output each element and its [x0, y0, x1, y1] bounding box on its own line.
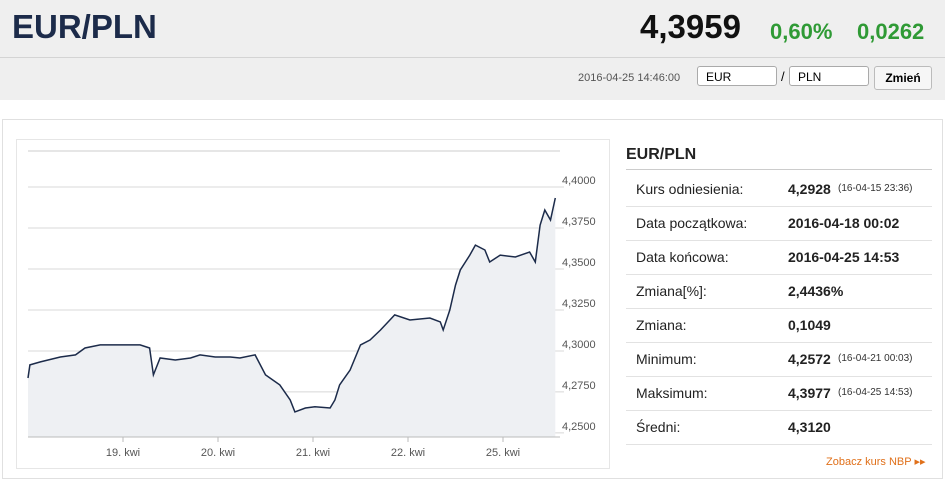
info-row: Zmiana: 0,1049: [626, 308, 932, 343]
chart-frame: [16, 139, 610, 469]
info-row: Maksimum: 4,3977 (16-04-25 14:53): [626, 376, 932, 411]
info-value: 0,1049: [788, 317, 831, 333]
info-title: EUR/PLN: [626, 146, 697, 163]
rate: 4,3959: [640, 8, 741, 45]
info-value: 4,2572: [788, 351, 831, 367]
y-tick-label: 4,2750: [562, 380, 596, 392]
nbp-link[interactable]: Zobacz kurs NBP ▸▸: [826, 456, 926, 468]
info-label: Minimum:: [636, 351, 697, 367]
info-label: Zmiana:: [636, 317, 687, 333]
info-underline: [626, 169, 932, 170]
x-tick-label: 20. kwi: [201, 447, 235, 459]
change-button[interactable]: Zmień: [874, 66, 932, 90]
y-tick-label: 4,2500: [562, 421, 596, 433]
info-row: Kurs odniesienia: 4,2928 (16-04-15 23:36): [626, 172, 932, 207]
info-value: 4,2928: [788, 181, 831, 197]
info-value: 4,3977: [788, 385, 831, 401]
info-value: 2016-04-25 14:53: [788, 249, 900, 265]
y-tick-label: 4,3750: [562, 216, 596, 228]
change-pct: 0,60%: [770, 19, 833, 44]
y-tick-label: 4,3000: [562, 339, 596, 351]
info-value: 2016-04-18 00:02: [788, 215, 900, 231]
info-row: Data końcowa: 2016-04-25 14:53: [626, 240, 932, 275]
info-row: Minimum: 4,2572 (16-04-21 00:03): [626, 342, 932, 377]
info-note: (16-04-15 23:36): [838, 183, 913, 194]
y-tick-label: 4,3500: [562, 257, 596, 269]
x-tick-label: 19. kwi: [106, 447, 140, 459]
info-note: (16-04-25 14:53): [838, 387, 913, 398]
info-label: Średni:: [636, 419, 681, 435]
info-label: Kurs odniesienia:: [636, 181, 744, 197]
from-select[interactable]: EUR: [697, 66, 777, 86]
separator: [0, 57, 945, 58]
info-row: Data początkowa: 2016-04-18 00:02: [626, 206, 932, 241]
info-label: Data początkowa:: [636, 215, 748, 231]
timestamp: 2016-04-25 14:46:00: [578, 72, 681, 84]
info-value: 4,3120: [788, 419, 831, 435]
y-tick-label: 4,4000: [562, 175, 596, 187]
link-text[interactable]: Zobacz kurs NBP: [826, 456, 912, 468]
pair-title: EUR/PLN: [12, 8, 157, 45]
info-row: Zmiana[%]: 2,4436%: [626, 274, 932, 309]
change: 0,0262: [857, 19, 925, 44]
x-tick-label: 25. kwi: [486, 447, 520, 459]
x-tick-label: 22. kwi: [391, 447, 425, 459]
info-label: Zmiana[%]:: [636, 283, 707, 299]
info-value: 2,4436%: [788, 283, 844, 299]
info-label: Data końcowa:: [636, 249, 729, 265]
x-tick-label: 21. kwi: [296, 447, 330, 459]
slash: /: [781, 69, 785, 84]
line: [27, 197, 557, 413]
info-label: Maksimum:: [636, 385, 708, 401]
info-note: (16-04-21 00:03): [838, 353, 913, 364]
chart: 4,2500 4,2750 4,3000 4,3250 4,3500 4,3750 4,40…: [27, 150, 596, 459]
y-tick-label: 4,3250: [562, 298, 596, 310]
area: [28, 198, 556, 437]
to-select[interactable]: PLN: [789, 66, 869, 86]
info-row: Średni: 4,3120: [626, 410, 932, 445]
header: [0, 0, 945, 100]
